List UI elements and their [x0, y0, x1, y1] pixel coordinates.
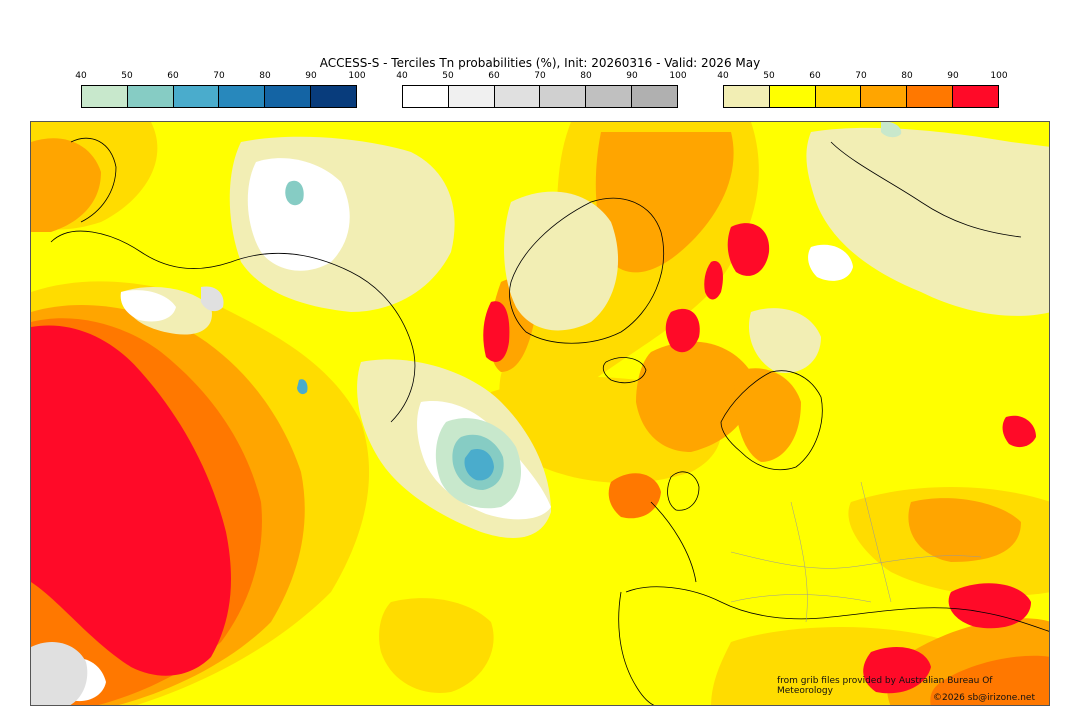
colorbar-ticks: 40 50 60 70 80 90 100: [75, 71, 365, 85]
swatch: [448, 86, 495, 107]
swatch: [632, 86, 677, 107]
tick-label: 50: [763, 71, 775, 81]
chart-title: ACCESS-S - Terciles Tn probabilities (%)…: [319, 56, 761, 70]
tick-label: 70: [213, 71, 225, 81]
colorbar-near-normal: 40 50 60 70 80 90 100: [396, 71, 687, 108]
swatch: [769, 86, 816, 107]
swatch: [953, 86, 998, 107]
swatch: [540, 86, 587, 107]
swatch: [311, 86, 356, 107]
tick-label: 40: [75, 71, 87, 81]
map-zone-below-normal: [285, 122, 902, 509]
swatch: [861, 86, 908, 107]
colorbar-swatches: [402, 85, 678, 108]
tick-label: 60: [488, 71, 500, 81]
tick-label: 100: [348, 71, 366, 81]
tick-label: 50: [442, 71, 454, 81]
coastlines: [50, 137, 1049, 705]
tick-label: 80: [901, 71, 913, 81]
swatch: [494, 86, 541, 107]
swatch: [265, 86, 312, 107]
tick-label: 90: [626, 71, 638, 81]
swatch: [219, 86, 266, 107]
tick-label: 90: [947, 71, 959, 81]
swatch: [724, 86, 770, 107]
tick-label: 100: [990, 71, 1008, 81]
colorbar-swatches: [81, 85, 357, 108]
map-zone-90-100: [31, 223, 1036, 694]
country-borders: [730, 481, 982, 623]
swatch: [907, 86, 954, 107]
colorbar-swatches: [723, 85, 999, 108]
swatch: [127, 86, 174, 107]
tick-label: 70: [855, 71, 867, 81]
colorbar-ticks: 40 50 60 70 80 90 100: [396, 71, 686, 85]
tick-label: 100: [669, 71, 687, 81]
tick-label: 50: [121, 71, 133, 81]
swatch: [586, 86, 633, 107]
probability-map[interactable]: from grib files provided by Australian B…: [30, 121, 1050, 706]
tick-label: 90: [305, 71, 317, 81]
colorbar-above-normal: 40 50 60 70 80 90 100: [717, 71, 1008, 108]
colorbar-below-normal: 40 50 60 70 80 90 100: [75, 71, 366, 108]
map-canvas: [31, 122, 1049, 705]
swatch: [815, 86, 862, 107]
copyright-credit: ©2026 sb@irizone.net: [933, 693, 1035, 703]
tick-label: 60: [809, 71, 821, 81]
tick-label: 70: [534, 71, 546, 81]
map-zone-near-normal-grey: [31, 286, 224, 705]
swatch: [82, 86, 128, 107]
tick-label: 60: [167, 71, 179, 81]
tick-label: 80: [580, 71, 592, 81]
source-credit: from grib files provided by Australian B…: [777, 676, 993, 696]
colorbar-ticks: 40 50 60 70 80 90 100: [717, 71, 1007, 85]
swatch: [173, 86, 220, 107]
tick-label: 40: [717, 71, 729, 81]
tick-label: 40: [396, 71, 408, 81]
tick-label: 80: [259, 71, 271, 81]
swatch: [403, 86, 449, 107]
